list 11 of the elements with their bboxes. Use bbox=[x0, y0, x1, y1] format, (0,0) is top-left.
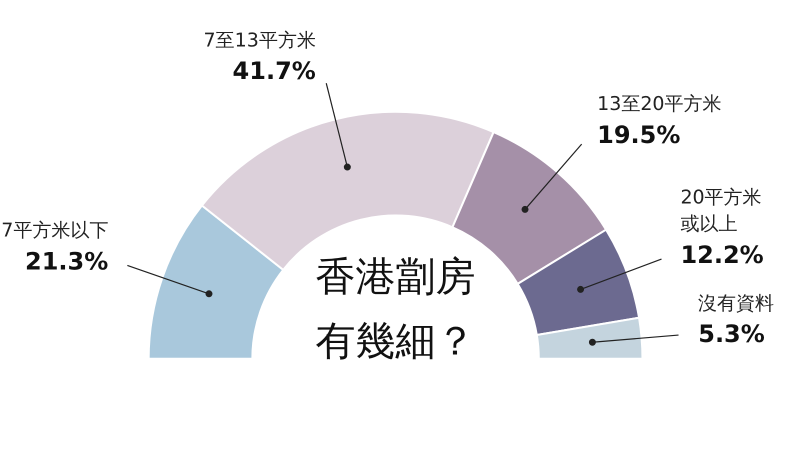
data-label: 19.5% bbox=[597, 120, 680, 149]
data-label: 5.3% bbox=[698, 320, 765, 348]
text: 香港劏房有幾細？ bbox=[316, 254, 476, 364]
data-label: 21.3% bbox=[25, 247, 108, 276]
data-label: 12.2% bbox=[680, 240, 764, 269]
slice-label: 7平方米以下 bbox=[1, 220, 108, 242]
slice-label: 沒有資料 bbox=[698, 292, 774, 314]
slice-label: 7至13平方米 bbox=[204, 29, 316, 52]
slice-label: 20平方米或以上 bbox=[680, 186, 762, 236]
data-label: 41.7% bbox=[232, 57, 316, 86]
slice-label: 13至20平方米 bbox=[597, 93, 722, 116]
